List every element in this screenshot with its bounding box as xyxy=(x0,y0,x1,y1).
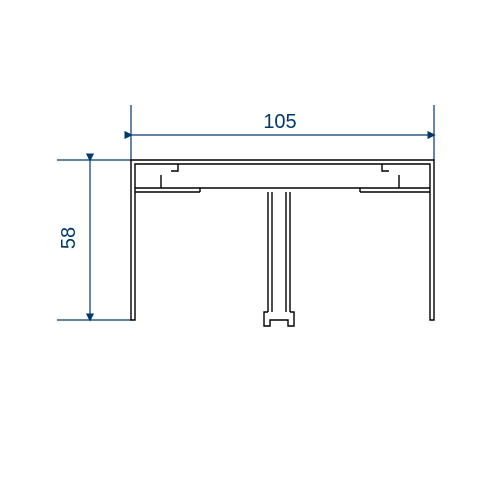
height-dimension-label: 58 xyxy=(58,227,80,249)
profile-outline xyxy=(131,160,434,326)
width-dimension-label: 105 xyxy=(263,111,296,133)
dimension-layer xyxy=(57,105,434,320)
technical-drawing: 105 58 xyxy=(0,0,500,500)
